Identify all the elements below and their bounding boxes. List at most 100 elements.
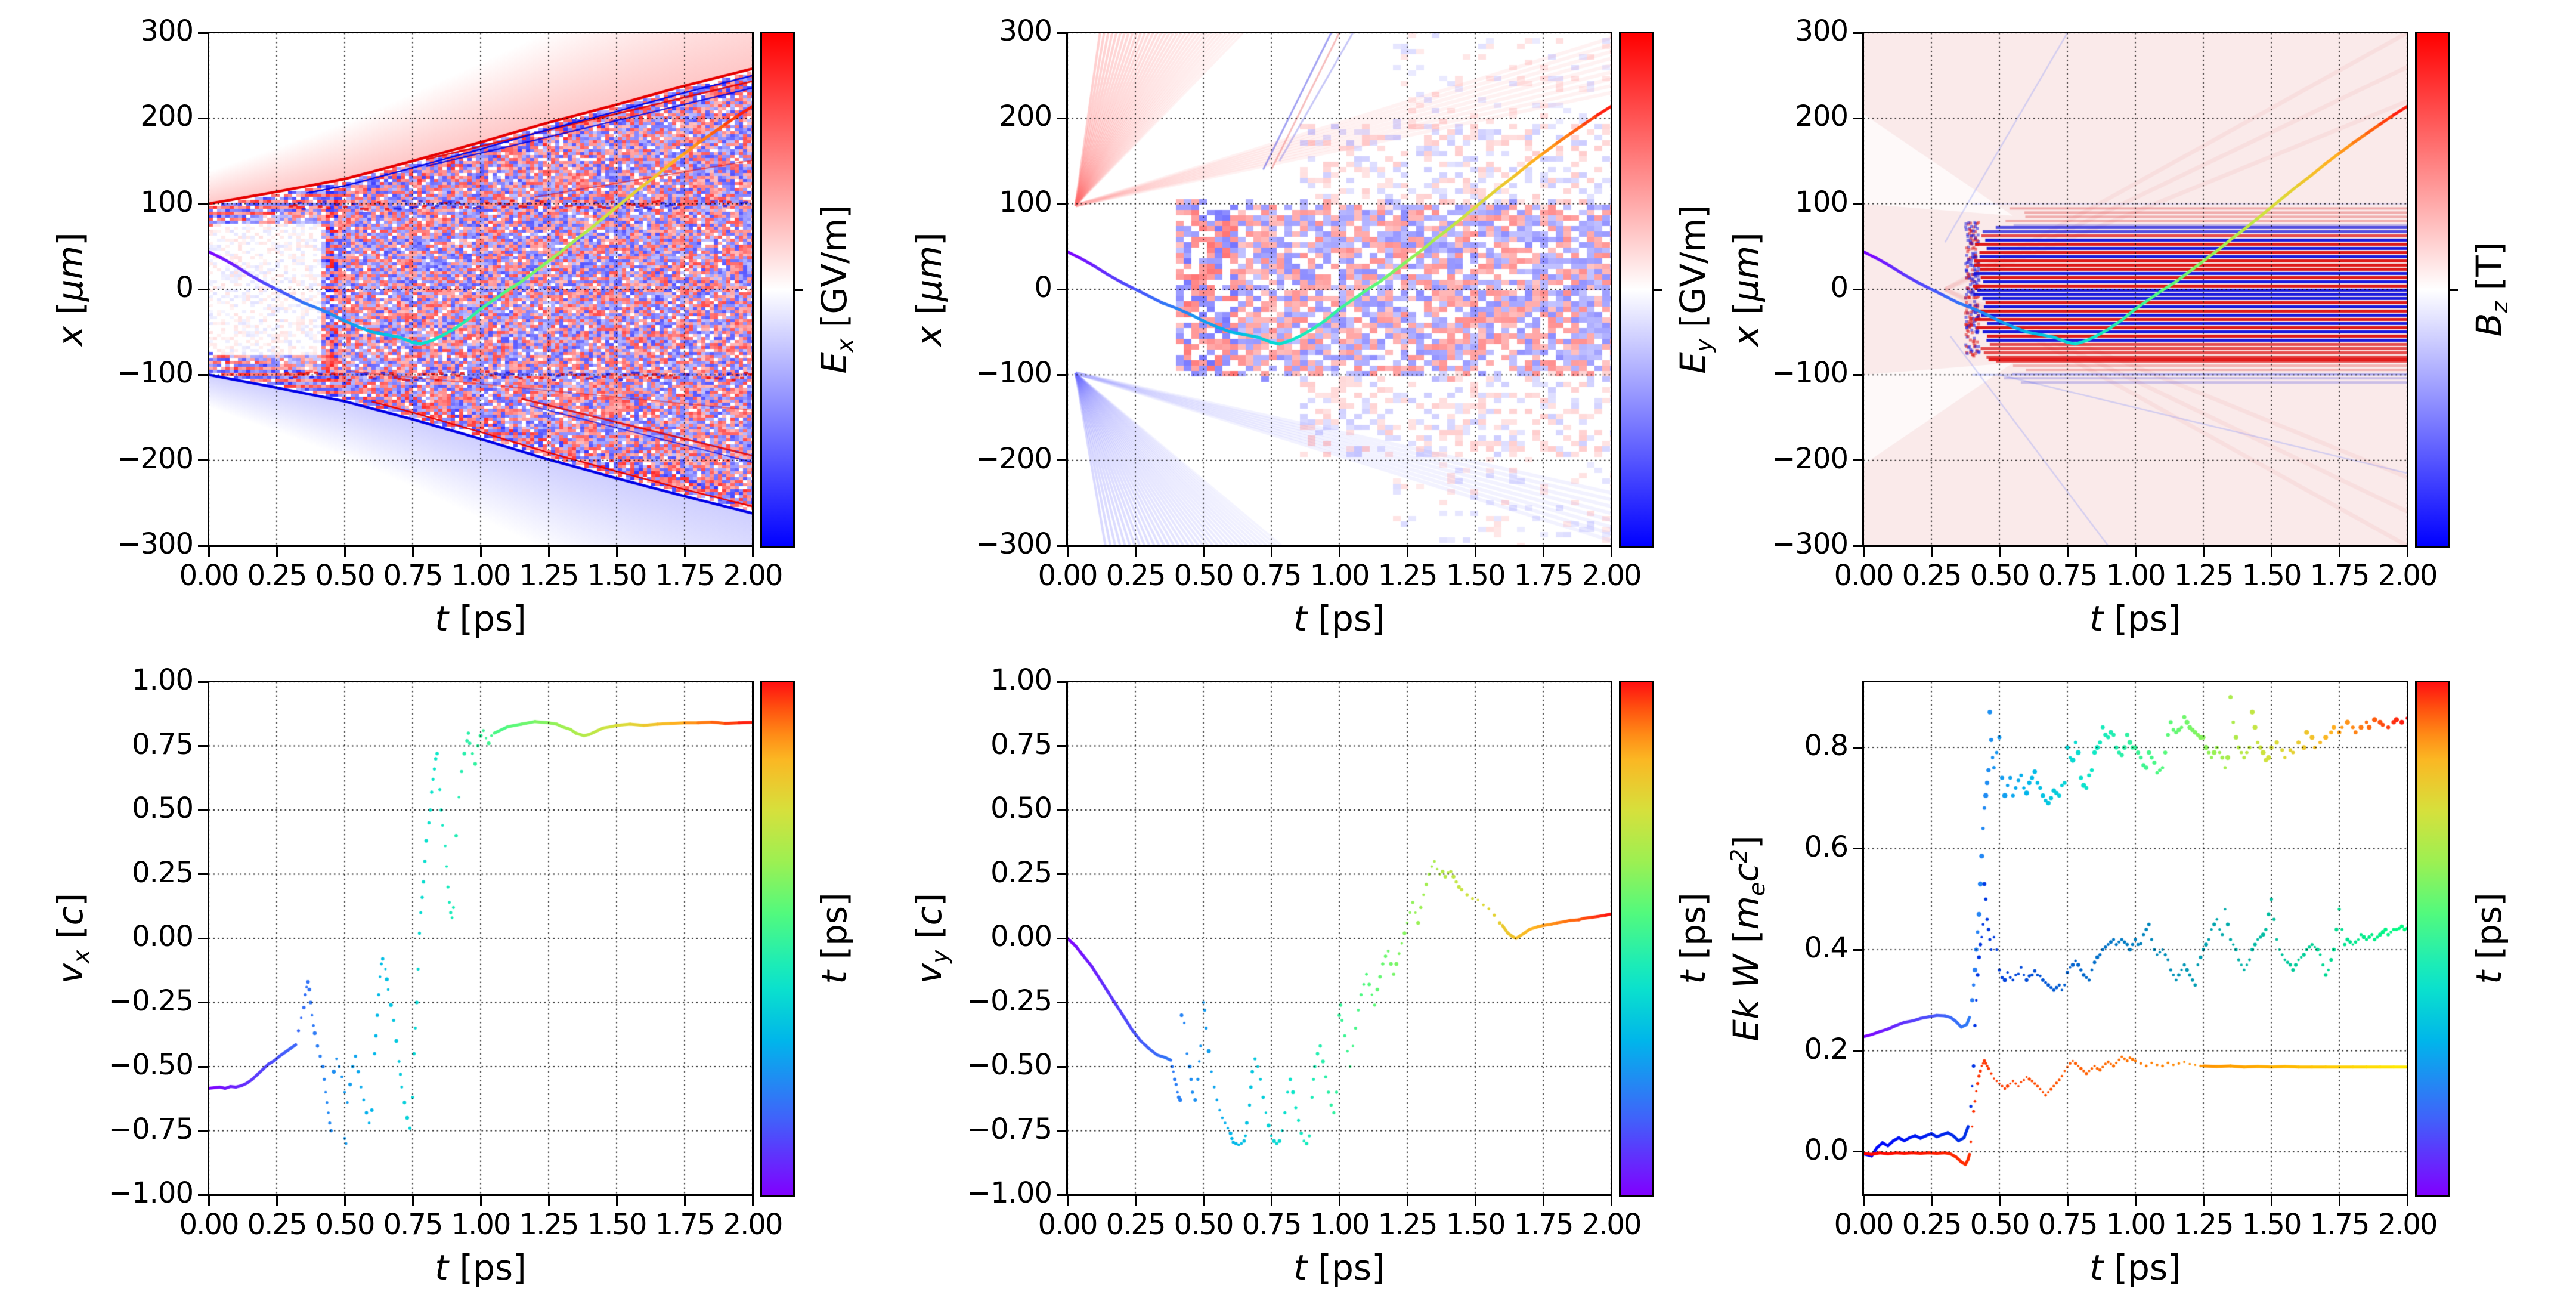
x-tick-label: 1.00 bbox=[1309, 559, 1370, 592]
y-tick-label: 100 bbox=[999, 185, 1052, 219]
colorbar-gradient bbox=[2417, 682, 2448, 1195]
x-tick-mark bbox=[2134, 1196, 2137, 1206]
y-tick-label: 1.00 bbox=[990, 663, 1052, 697]
y-tick-mark bbox=[1057, 203, 1066, 205]
y-tick-mark bbox=[1853, 1050, 1862, 1052]
x-tick-mark bbox=[2406, 547, 2408, 557]
x-tick-mark bbox=[1862, 1196, 1865, 1206]
x-tick-mark bbox=[1998, 547, 2001, 557]
x-tick-mark bbox=[208, 1196, 210, 1206]
y-tick-label: 0.50 bbox=[990, 792, 1052, 825]
x-tick-mark bbox=[547, 1196, 550, 1206]
x-tick-mark bbox=[1202, 1196, 1205, 1206]
y-tick-mark bbox=[1853, 948, 1862, 951]
x-tick-label: 0.00 bbox=[179, 559, 240, 592]
panel-heatmap-bz: x [μm] 300 200 100 0 −100 −200 −300 0.00 0.25 0.… bbox=[1717, 0, 2576, 649]
x-tick-label: 0.00 bbox=[179, 1208, 240, 1241]
x-tick-mark bbox=[1610, 547, 1612, 557]
x-tick-label: 0.75 bbox=[2038, 559, 2098, 592]
x-tick-label: 1.50 bbox=[587, 559, 648, 592]
colorbar-label: Ex [GV/m] bbox=[814, 205, 858, 374]
x-tick-label: 0.25 bbox=[1106, 1208, 1166, 1241]
y-tick-label: −0.25 bbox=[108, 984, 194, 1018]
colorbar-gradient bbox=[762, 682, 793, 1195]
x-tick-mark bbox=[479, 547, 482, 557]
x-tick-mark bbox=[2066, 1196, 2069, 1206]
x-tick-label: 1.50 bbox=[2241, 559, 2302, 592]
y-tick-mark bbox=[1853, 848, 1862, 850]
x-tick-label: 1.75 bbox=[2309, 1208, 2370, 1241]
x-tick-label: 1.00 bbox=[451, 1208, 512, 1241]
x-axis-label: t [ps] bbox=[1293, 598, 1385, 639]
x-tick-label: 0.25 bbox=[1106, 559, 1166, 592]
y-tick-mark bbox=[1057, 809, 1066, 811]
y-tick-mark bbox=[1057, 681, 1066, 683]
x-axis-label: t [ps] bbox=[2089, 1247, 2181, 1288]
x-axis-label: t [ps] bbox=[435, 598, 527, 639]
x-tick-label: 1.00 bbox=[2106, 559, 2166, 592]
x-tick-mark bbox=[2202, 547, 2205, 557]
y-tick-mark bbox=[198, 1002, 208, 1003]
ey-heatmap-canvas bbox=[1067, 33, 1611, 546]
y-tick-label: 300 bbox=[1795, 14, 1849, 48]
y-tick-label: 0.00 bbox=[990, 920, 1052, 953]
x-tick-label: 1.00 bbox=[451, 559, 512, 592]
y-tick-label: −0.50 bbox=[108, 1048, 194, 1081]
y-tick-mark bbox=[198, 681, 208, 683]
x-tick-label: 2.00 bbox=[1581, 1208, 1642, 1241]
ex-heatmap-canvas bbox=[209, 33, 753, 546]
x-tick-label: 0.25 bbox=[247, 1208, 308, 1241]
colorbar bbox=[1619, 681, 1654, 1197]
x-tick-mark bbox=[1610, 1196, 1612, 1206]
x-tick-label: 0.25 bbox=[1902, 1208, 1962, 1241]
panel-scatter-vy: vy [c] 1.00 0.75 0.50 0.25 0.00 −0.25 −0.50 −0.… bbox=[859, 649, 1717, 1298]
x-tick-label: 1.25 bbox=[2174, 559, 2234, 592]
colorbar-label: t [ps] bbox=[2469, 892, 2509, 984]
x-axis-label: t [ps] bbox=[1293, 1247, 1385, 1288]
y-tick-label: 100 bbox=[1795, 185, 1849, 219]
y-tick-label: −1.00 bbox=[108, 1176, 194, 1210]
x-tick-label: 0.00 bbox=[1038, 1208, 1098, 1241]
y-tick-mark bbox=[1057, 373, 1066, 376]
x-tick-mark bbox=[1474, 547, 1476, 557]
x-tick-label: 0.50 bbox=[1970, 559, 2030, 592]
y-tick-mark bbox=[1057, 937, 1066, 939]
y-tick-label: 0.0 bbox=[1804, 1133, 1849, 1167]
colorbar bbox=[1619, 32, 1662, 548]
y-axis-label: x [μm] bbox=[1726, 232, 1766, 347]
y-axis-label: Ek W [mec2] bbox=[1726, 835, 1770, 1042]
colorbar-label: t [ps] bbox=[814, 892, 854, 984]
x-tick-label: 0.75 bbox=[383, 559, 444, 592]
x-tick-mark bbox=[1338, 1196, 1340, 1206]
vy-scatter-canvas bbox=[1067, 682, 1611, 1195]
vx-scatter-canvas bbox=[209, 682, 753, 1195]
y-tick-label: −100 bbox=[1772, 356, 1849, 390]
x-tick-label: 2.00 bbox=[723, 559, 784, 592]
colorbar bbox=[760, 681, 795, 1197]
colorbar-label: Ey [GV/m] bbox=[1673, 205, 1717, 374]
y-tick-label: −0.50 bbox=[967, 1048, 1052, 1081]
panel-heatmap-ex: x [μm] 300 200 100 0 −100 −200 −300 0.00 0.25 0.… bbox=[0, 0, 859, 649]
y-tick-label: −100 bbox=[976, 356, 1052, 390]
x-tick-mark bbox=[275, 547, 278, 557]
y-tick-label: 1.00 bbox=[132, 663, 194, 697]
x-tick-mark bbox=[479, 1196, 482, 1206]
x-tick-mark bbox=[1134, 1196, 1137, 1206]
y-tick-label: −0.75 bbox=[967, 1112, 1052, 1146]
y-tick-mark bbox=[1853, 459, 1862, 462]
x-tick-label: 0.75 bbox=[2038, 1208, 2098, 1241]
x-tick-label: 1.50 bbox=[1445, 1208, 1506, 1241]
x-tick-mark bbox=[2134, 547, 2137, 557]
x-axis-label: t [ps] bbox=[2089, 598, 2181, 639]
x-tick-label: 1.25 bbox=[2174, 1208, 2234, 1241]
colorbar bbox=[2415, 32, 2458, 548]
y-tick-label: 0.2 bbox=[1804, 1032, 1849, 1066]
y-tick-mark bbox=[1853, 545, 1862, 547]
y-tick-mark bbox=[198, 809, 208, 811]
x-tick-label: 0.00 bbox=[1834, 559, 1894, 592]
x-tick-mark bbox=[2406, 1196, 2408, 1206]
colorbar-gradient bbox=[1621, 33, 1652, 546]
y-tick-mark bbox=[198, 32, 208, 34]
y-tick-mark bbox=[1057, 1002, 1066, 1003]
y-tick-mark bbox=[198, 288, 208, 290]
